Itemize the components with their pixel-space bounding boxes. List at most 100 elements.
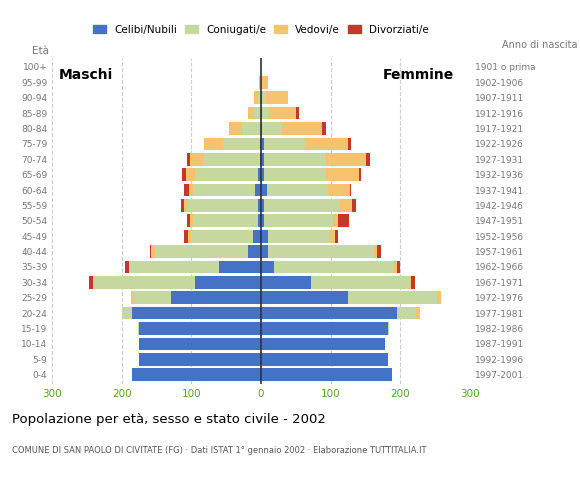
Bar [264, 215, 333, 227]
Bar [264, 153, 326, 166]
Bar [264, 199, 340, 212]
Bar [261, 230, 268, 242]
Bar [89, 276, 93, 288]
Bar [261, 353, 387, 366]
Bar [181, 199, 184, 212]
Bar [261, 261, 274, 273]
Bar [204, 137, 223, 150]
Bar [393, 261, 397, 273]
Bar [188, 230, 191, 242]
Bar [262, 122, 282, 135]
Bar [258, 199, 261, 212]
Bar [261, 369, 392, 381]
Bar [241, 122, 261, 135]
Bar [352, 199, 356, 212]
Bar [261, 137, 264, 150]
Bar [132, 307, 261, 320]
Bar [93, 276, 94, 288]
Bar [374, 245, 377, 258]
Bar [188, 199, 258, 212]
Bar [335, 230, 338, 242]
Bar [258, 215, 261, 227]
Bar [258, 168, 261, 181]
Bar [191, 230, 253, 242]
Bar [135, 291, 171, 304]
Bar [261, 168, 264, 181]
Bar [264, 168, 326, 181]
Bar [151, 245, 154, 258]
Bar [261, 245, 268, 258]
Bar [202, 153, 260, 166]
Text: Età: Età [32, 46, 49, 56]
Bar [248, 107, 254, 120]
Bar [138, 322, 139, 335]
Bar [322, 122, 326, 135]
Bar [154, 245, 248, 258]
Bar [326, 153, 366, 166]
Text: Popolazione per età, sesso e stato civile - 2002: Popolazione per età, sesso e stato civil… [12, 413, 325, 426]
Bar [184, 199, 188, 212]
Bar [132, 369, 261, 381]
Bar [261, 291, 348, 304]
Bar [262, 91, 266, 104]
Bar [261, 122, 262, 135]
Bar [350, 184, 351, 196]
Bar [366, 153, 369, 166]
Bar [261, 153, 264, 166]
Bar [223, 137, 260, 150]
Bar [261, 276, 311, 288]
Text: Femmine: Femmine [383, 68, 454, 82]
Bar [338, 215, 349, 227]
Bar [274, 261, 393, 273]
Bar [348, 291, 437, 304]
Bar [150, 245, 151, 258]
Bar [359, 168, 361, 181]
Bar [194, 215, 258, 227]
Bar [259, 76, 261, 88]
Bar [254, 91, 258, 104]
Bar [282, 122, 322, 135]
Bar [416, 307, 420, 320]
Bar [258, 91, 261, 104]
Bar [377, 245, 380, 258]
Bar [311, 276, 410, 288]
Text: COMUNE DI SAN PAOLO DI CIVITATE (FG) · Dati ISTAT 1° gennaio 2002 · Elaborazione: COMUNE DI SAN PAOLO DI CIVITATE (FG) · D… [12, 446, 426, 456]
Bar [122, 307, 132, 320]
Bar [437, 291, 441, 304]
Bar [229, 122, 241, 135]
Bar [139, 353, 261, 366]
Bar [266, 91, 288, 104]
Bar [187, 215, 190, 227]
Bar [397, 307, 416, 320]
Bar [131, 291, 135, 304]
Text: Anno di nascita: Anno di nascita [502, 40, 577, 50]
Bar [387, 322, 389, 335]
Bar [182, 168, 186, 181]
Bar [195, 168, 258, 181]
Bar [190, 215, 194, 227]
Bar [333, 215, 338, 227]
Bar [195, 276, 261, 288]
Bar [261, 184, 267, 196]
Bar [340, 199, 352, 212]
Bar [268, 245, 374, 258]
Bar [186, 168, 195, 181]
Bar [269, 107, 296, 120]
Bar [184, 184, 189, 196]
Bar [264, 137, 305, 150]
Bar [254, 107, 261, 120]
Text: Maschi: Maschi [59, 68, 114, 82]
Bar [253, 230, 261, 242]
Bar [189, 184, 193, 196]
Bar [171, 291, 261, 304]
Bar [260, 153, 261, 166]
Bar [248, 245, 261, 258]
Bar [130, 261, 219, 273]
Bar [94, 276, 195, 288]
Bar [261, 76, 268, 88]
Legend: Celibi/Nubili, Coniugati/e, Vedovi/e, Divorziati/e: Celibi/Nubili, Coniugati/e, Vedovi/e, Di… [89, 20, 433, 39]
Bar [261, 337, 385, 350]
Bar [328, 184, 350, 196]
Bar [329, 230, 335, 242]
Bar [129, 261, 130, 273]
